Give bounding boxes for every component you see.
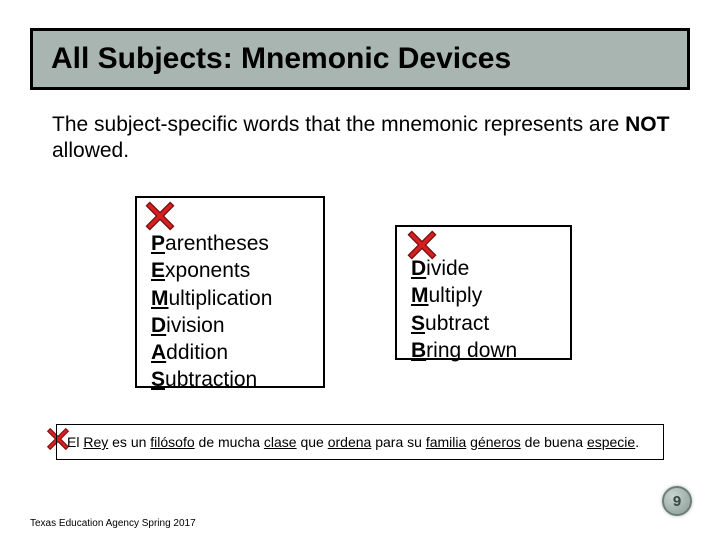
mnemonic-list-dmsb: DivideMultiplySubtractBring down bbox=[411, 255, 556, 364]
sentence-box: El Rey es un filósofo de mucha clase que… bbox=[56, 424, 664, 460]
sentence-text: de mucha bbox=[195, 434, 264, 450]
sentence-underlined-word: familia bbox=[426, 434, 466, 450]
page-number: 9 bbox=[673, 493, 681, 510]
mnemonic-first-letter: S bbox=[411, 312, 425, 335]
mnemonic-item: Subtraction bbox=[151, 366, 309, 393]
mnemonic-rest: ubtract bbox=[425, 312, 489, 335]
page-title: All Subjects: Mnemonic Devices bbox=[51, 42, 511, 76]
mnemonic-rest: ddition bbox=[166, 341, 228, 364]
sentence-text: de buena bbox=[521, 434, 587, 450]
sentence-underlined-word: géneros bbox=[470, 434, 521, 450]
mnemonic-item: Division bbox=[151, 312, 309, 339]
cross-icon bbox=[143, 199, 177, 233]
mnemonic-first-letter: P bbox=[151, 232, 165, 255]
sentence-text: . bbox=[635, 434, 639, 450]
mnemonic-item: Parentheses bbox=[151, 230, 309, 257]
mnemonic-item: Addition bbox=[151, 339, 309, 366]
footer-text: Texas Education Agency Spring 2017 bbox=[30, 518, 196, 529]
mnemonic-rest: ubtraction bbox=[165, 368, 257, 391]
mnemonic-first-letter: A bbox=[151, 341, 166, 364]
mnemonic-rest: ultiply bbox=[429, 284, 483, 307]
mnemonic-list-pemdas: ParenthesesExponentsMultiplicationDivisi… bbox=[151, 230, 309, 394]
mnemonic-item: Bring down bbox=[411, 337, 556, 364]
mnemonic-first-letter: M bbox=[151, 287, 169, 310]
cross-icon bbox=[405, 228, 439, 262]
mnemonic-rest: ring down bbox=[426, 339, 517, 362]
mnemonic-item: Multiply bbox=[411, 282, 556, 309]
mnemonic-item: Subtract bbox=[411, 310, 556, 337]
sentence-underlined-word: clase bbox=[264, 434, 297, 450]
sentence-text: El bbox=[67, 434, 83, 450]
sentence-underlined-word: Rey bbox=[83, 434, 108, 450]
mnemonic-rest: ivision bbox=[166, 314, 224, 337]
title-container: All Subjects: Mnemonic Devices bbox=[30, 28, 690, 90]
mnemonic-first-letter: E bbox=[151, 259, 165, 282]
sentence-underlined-word: ordena bbox=[328, 434, 372, 450]
sentence-underlined-word: filósofo bbox=[150, 434, 194, 450]
mnemonic-first-letter: B bbox=[411, 339, 426, 362]
mnemonic-rest: xponents bbox=[165, 259, 250, 282]
sentence-underlined-word: especie bbox=[587, 434, 635, 450]
sentence-text: que bbox=[297, 434, 328, 450]
mnemonic-item: Exponents bbox=[151, 257, 309, 284]
subtitle-part1: The subject-specific words that the mnem… bbox=[52, 113, 625, 136]
subtitle-part2: allowed. bbox=[52, 139, 129, 162]
mnemonic-rest: arentheses bbox=[165, 232, 269, 255]
mnemonic-first-letter: D bbox=[151, 314, 166, 337]
page-number-badge: 9 bbox=[662, 486, 692, 516]
mnemonic-item: Multiplication bbox=[151, 285, 309, 312]
sentence-text: es un bbox=[108, 434, 150, 450]
mnemonic-first-letter: M bbox=[411, 284, 429, 307]
sentence-text: para su bbox=[371, 434, 425, 450]
subtitle-bold: NOT bbox=[625, 113, 669, 136]
subtitle-text: The subject-specific words that the mnem… bbox=[52, 112, 672, 165]
mnemonic-rest: ultiplication bbox=[169, 287, 273, 310]
mnemonic-first-letter: S bbox=[151, 368, 165, 391]
